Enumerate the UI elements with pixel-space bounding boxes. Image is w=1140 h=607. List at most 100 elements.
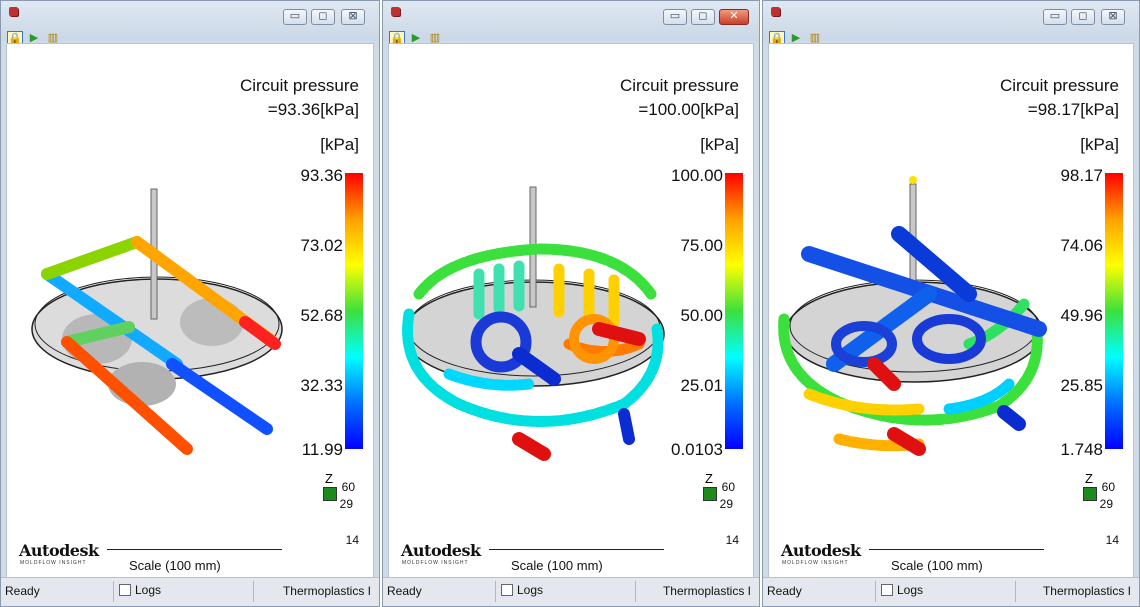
axis-angle-b: 29 (1099, 497, 1113, 511)
close-icon: ✕ (729, 9, 739, 22)
minimize-button[interactable]: ▭ (283, 9, 307, 25)
minimize-button[interactable]: ▭ (663, 9, 687, 25)
axis-angle-a: 60 (721, 480, 735, 494)
close-button[interactable]: ⊠ (1101, 9, 1125, 25)
logs-checkbox[interactable] (881, 584, 893, 596)
logs-toggle[interactable]: Logs (119, 583, 161, 597)
status-ready: Ready (767, 584, 802, 598)
logs-toggle[interactable]: Logs (501, 583, 543, 597)
status-ready: Ready (5, 584, 40, 598)
model-viewport[interactable]: Circuit pressure =93.36[kPa] [kPa] 93.36… (6, 43, 374, 578)
status-module: Thermoplastics I (1042, 584, 1131, 598)
axis-triad-icon[interactable]: Z 60 29 (1069, 471, 1115, 517)
close-button[interactable]: ⊠ (341, 9, 365, 25)
divider (253, 581, 254, 602)
legend-tick: 50.00 (680, 306, 723, 325)
axis-triad-icon[interactable]: Z 60 29 (689, 471, 735, 517)
divider (635, 581, 636, 602)
logs-label: Logs (517, 583, 544, 597)
result-window-2: ▭ ◻ ✕ 🔒 ▶ ▥ (382, 0, 760, 607)
minimize-icon: ▭ (289, 9, 301, 22)
legend-tick: 32.33 (300, 376, 343, 395)
title-bar[interactable]: ▭ ◻ ✕ 🔒 ▶ ▥ (383, 1, 759, 45)
scale-label: Scale (100 mm) (511, 558, 603, 573)
divider (495, 581, 496, 602)
result-title: Circuit pressure (239, 76, 359, 95)
animate-icon[interactable]: ▶ (791, 32, 801, 44)
status-bar: Ready Logs Thermoplastics I (383, 577, 759, 606)
moldflow-label: MOLDFLOW INSIGHT (402, 560, 469, 566)
result-icon[interactable]: 🔒 (7, 31, 23, 45)
animate-icon[interactable]: ▶ (411, 32, 421, 44)
legend-unit: [kPa] (700, 135, 739, 154)
legend-tick: 98.17 (1060, 166, 1103, 185)
logs-toggle[interactable]: Logs (881, 583, 923, 597)
legend-tick: 1.748 (1060, 440, 1103, 459)
scale-label: Scale (100 mm) (891, 558, 983, 573)
maximize-icon: ◻ (698, 9, 708, 22)
logs-checkbox[interactable] (501, 584, 513, 596)
close-button[interactable]: ✕ (719, 9, 749, 25)
axis-triad-icon[interactable]: Z 60 29 (309, 471, 355, 517)
moldflow-label: MOLDFLOW INSIGHT (20, 560, 87, 566)
legend-tick: 75.00 (680, 236, 723, 255)
app-icon[interactable] (771, 7, 780, 16)
close-icon: ⊠ (348, 9, 358, 22)
cube-icon (703, 487, 717, 501)
scale-line (869, 549, 1044, 550)
axis-angle-b: 29 (719, 497, 733, 511)
app-icon[interactable] (391, 7, 400, 16)
title-bar[interactable]: ▭ ◻ ⊠ 🔒 ▶ ▥ (763, 1, 1139, 45)
model-viewport[interactable]: Circuit pressure =100.00[kPa] [kPa] 100.… (388, 43, 754, 578)
logs-label: Logs (135, 583, 162, 597)
result-value: =100.00[kPa] (638, 100, 739, 119)
result-toolbar: 🔒 ▶ ▥ (7, 31, 61, 45)
divider (113, 581, 114, 602)
cooling-circuit-model (402, 186, 665, 461)
cooling-circuit-model (31, 188, 283, 455)
layers-icon[interactable]: ▥ (47, 32, 59, 44)
status-module: Thermoplastics I (662, 584, 751, 598)
autodesk-logo: Autodesk (401, 541, 481, 560)
axis-angle-a: 60 (341, 480, 355, 494)
logs-checkbox[interactable] (119, 584, 131, 596)
logs-label: Logs (897, 583, 924, 597)
scale-line (489, 549, 664, 550)
legend-tick: 74.06 (1060, 236, 1103, 255)
minimize-button[interactable]: ▭ (1043, 9, 1067, 25)
axis-angle-c: 14 (1105, 533, 1119, 547)
minimize-icon: ▭ (669, 9, 681, 22)
result-icon[interactable]: 🔒 (389, 31, 405, 45)
maximize-button[interactable]: ◻ (691, 9, 715, 25)
app-icon[interactable] (9, 7, 18, 16)
axis-z-label: Z (705, 471, 713, 486)
legend-tick: 73.02 (300, 236, 343, 255)
result-value: =98.17[kPa] (1027, 100, 1119, 119)
layers-icon[interactable]: ▥ (429, 32, 441, 44)
model-viewport[interactable]: Circuit pressure =98.17[kPa] [kPa] 98.17… (768, 43, 1134, 578)
axis-angle-b: 29 (339, 497, 353, 511)
layers-icon[interactable]: ▥ (809, 32, 821, 44)
legend-tick: 25.01 (680, 376, 723, 395)
divider (1015, 581, 1016, 602)
legend-tick: 25.85 (1060, 376, 1103, 395)
title-bar[interactable]: ▭ ◻ ⊠ 🔒 ▶ ▥ (1, 1, 379, 45)
scale-label: Scale (100 mm) (129, 558, 221, 573)
axis-z-label: Z (1085, 471, 1093, 486)
legend-tick: 100.00 (671, 166, 723, 185)
divider (875, 581, 876, 602)
close-icon: ⊠ (1108, 9, 1118, 22)
result-toolbar: 🔒 ▶ ▥ (389, 31, 443, 45)
maximize-button[interactable]: ◻ (311, 9, 335, 25)
minimize-icon: ▭ (1049, 9, 1061, 22)
result-title: Circuit pressure (999, 76, 1119, 95)
legend-tick: 0.0103 (671, 440, 723, 459)
color-scale-bar (725, 173, 743, 449)
color-scale-bar (345, 173, 363, 449)
animate-icon[interactable]: ▶ (29, 32, 39, 44)
legend-tick: 11.99 (301, 440, 343, 459)
maximize-button[interactable]: ◻ (1071, 9, 1095, 25)
cube-icon (1083, 487, 1097, 501)
legend-tick: 49.96 (1060, 306, 1103, 325)
maximize-icon: ◻ (1078, 9, 1088, 22)
